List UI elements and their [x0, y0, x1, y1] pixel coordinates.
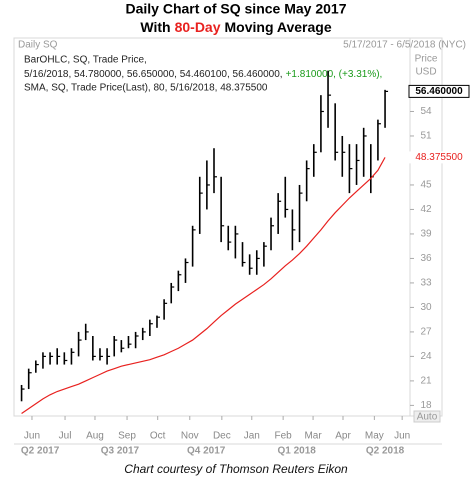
legend-entry: BarOHLC, SQ, Trade Price,: [24, 55, 147, 66]
subtitle-part: With: [140, 19, 170, 35]
x-tick-label: Nov: [181, 431, 199, 442]
y-axis-label: USD: [415, 67, 436, 78]
y-tick-label: 51: [420, 131, 432, 142]
footer: Chart courtesy of Thomson Reuters Eikon: [124, 462, 348, 476]
price-tag-box: [409, 151, 469, 164]
panel-title: Daily SQ: [18, 40, 58, 51]
date-range: 5/17/2017 - 6/5/2018 (NYC): [343, 40, 466, 51]
x-tick-label: Jul: [59, 431, 72, 442]
y-tick-label: 36: [420, 253, 432, 264]
sma-line: [21, 157, 386, 415]
price-tag-box: [408, 84, 470, 98]
quarter-label: Q3 2017: [101, 446, 140, 457]
x-tick-label: May: [365, 431, 384, 442]
auto-label[interactable]: Auto: [417, 412, 438, 423]
legend-detail: 5/16/2018, 54.780000, 56.650000, 54.4601…: [24, 69, 382, 80]
y-tick-label: 45: [420, 180, 432, 191]
legend-entry: SMA, SQ, Trade Price(Last), 80, 5/16/201…: [24, 83, 268, 94]
quarter-label: Q2 2017: [21, 446, 60, 457]
x-tick-label: Mar: [304, 431, 322, 442]
quarter-label: Q4 2017: [187, 446, 226, 457]
x-tick-label: Aug: [86, 431, 104, 442]
y-tick-label: 21: [420, 376, 432, 387]
legend-detail-part: 5/16/2018, 54.780000, 56.650000, 54.4601…: [24, 69, 283, 80]
subtitle-part: 80-Day: [175, 19, 221, 35]
x-tick-label: Apr: [335, 431, 351, 442]
y-tick-label: 54: [420, 106, 432, 117]
x-tick-label: Feb: [275, 431, 293, 442]
price-tag: 48.375500: [415, 152, 463, 163]
y-tick-label: 30: [420, 302, 432, 313]
chart-subtitle: With 80-Day Moving Average: [140, 19, 331, 35]
quarter-label: Q2 2018: [366, 446, 405, 457]
x-tick-label: Oct: [150, 431, 166, 442]
y-axis-label: Price: [415, 54, 438, 65]
y-tick-label: 24: [420, 351, 432, 362]
y-tick-label: 42: [420, 204, 432, 215]
x-tick-label: Dec: [213, 431, 231, 442]
chart-title: Daily Chart of SQ since May 2017: [126, 1, 347, 17]
y-tick-label: 18: [420, 400, 432, 411]
x-tick-label: Jan: [244, 431, 260, 442]
x-tick-label: Sep: [118, 431, 136, 442]
y-tick-label: 33: [420, 278, 432, 289]
subtitle-part: Moving Average: [225, 19, 332, 35]
x-tick-label: Jun: [24, 431, 40, 442]
quarter-label: Q1 2018: [277, 446, 316, 457]
auto-button[interactable]: [413, 410, 441, 423]
y-tick-label: 39: [420, 229, 432, 240]
legend-detail-part: +1.810000, (+3.31%),: [286, 69, 383, 80]
y-tick-label: 27: [420, 327, 432, 338]
price-tag: 56.460000: [415, 86, 463, 97]
x-tick-label: Jun: [394, 431, 410, 442]
